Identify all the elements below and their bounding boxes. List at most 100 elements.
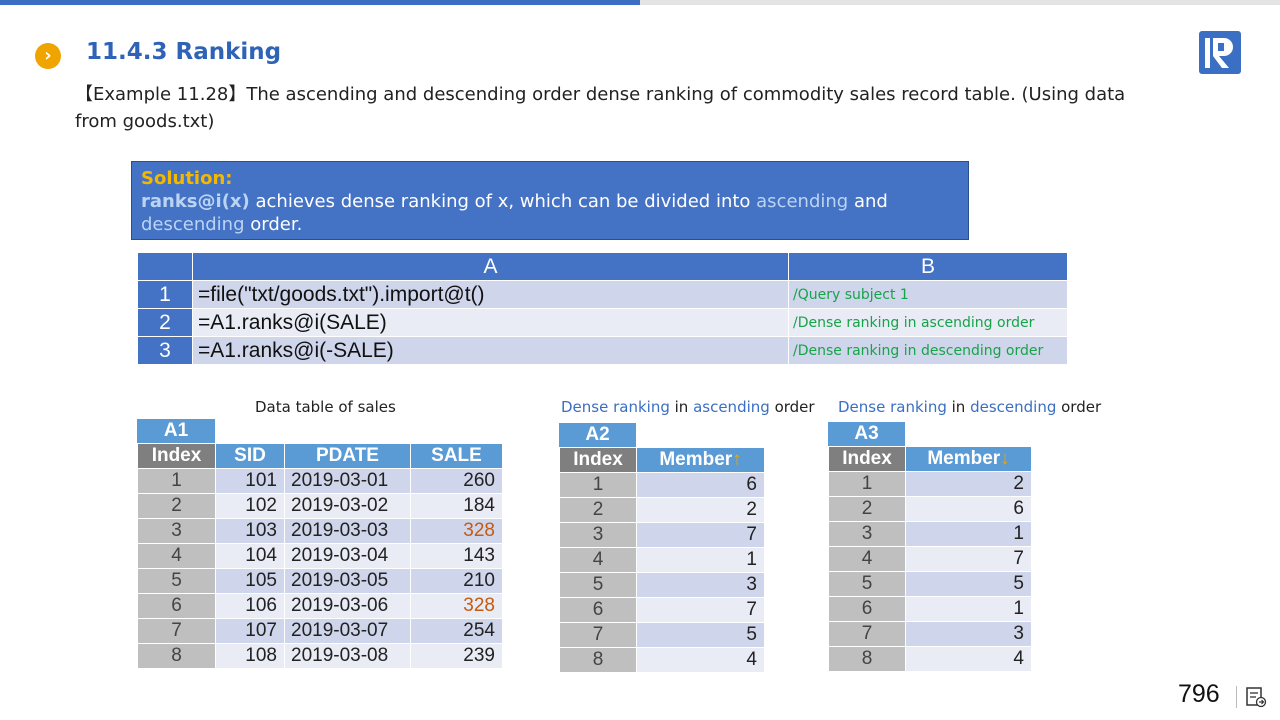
brand-logo-icon xyxy=(1199,31,1241,74)
table-cell: 101 xyxy=(215,468,285,494)
column-header-index: Index xyxy=(559,447,637,473)
table-cell: 2019-03-04 xyxy=(284,543,411,569)
grid-column-b: B xyxy=(788,252,1068,281)
table-cell: 239 xyxy=(410,643,503,669)
table-cell: 2 xyxy=(905,471,1032,497)
row-index-cell: 8 xyxy=(137,643,216,669)
slide-notes-icon[interactable] xyxy=(1245,686,1267,708)
table-cell: 108 xyxy=(215,643,285,669)
table-row: 7 107 2019-03-07 254 xyxy=(137,618,503,644)
table-row: 4 104 2019-03-04 143 xyxy=(137,543,503,569)
sales-table-caption: Data table of sales xyxy=(255,398,396,416)
table-cell: 102 xyxy=(215,493,285,519)
row-index-cell: 2 xyxy=(828,496,906,522)
row-index-cell: 8 xyxy=(559,647,637,673)
row-index-cell: 2 xyxy=(559,497,637,523)
table-cell: 210 xyxy=(410,568,503,594)
table-cell: 7 xyxy=(636,522,765,548)
row-index-cell: 6 xyxy=(559,597,637,623)
grid-cell-expression: =file("txt/goods.txt").import@t() xyxy=(192,280,789,309)
row-index-cell: 7 xyxy=(137,618,216,644)
table-cell: 2019-03-02 xyxy=(284,493,411,519)
solution-text-2: and xyxy=(848,191,888,212)
table-cell: 2019-03-03 xyxy=(284,518,411,544)
table-cell: 260 xyxy=(410,468,503,494)
grid-row: 1 =file("txt/goods.txt").import@t() /Que… xyxy=(137,280,1068,309)
row-index-cell: 5 xyxy=(559,572,637,598)
table-cell: 2019-03-06 xyxy=(284,593,411,619)
row-index-cell: 3 xyxy=(828,521,906,547)
table-cell: 103 xyxy=(215,518,285,544)
table-cell: 6 xyxy=(905,496,1032,522)
row-index-cell: 1 xyxy=(828,471,906,497)
table-cell: 5 xyxy=(905,571,1032,597)
row-index-cell: 7 xyxy=(559,622,637,648)
grid-cell-comment: /Dense ranking in descending order xyxy=(788,336,1068,365)
grid-corner xyxy=(137,252,193,281)
column-header-index: Index xyxy=(137,443,216,469)
row-index-cell: 7 xyxy=(828,621,906,647)
table-cell: 104 xyxy=(215,543,285,569)
code-grid: A B 1 =file("txt/goods.txt").import@t() … xyxy=(137,252,1068,365)
table-cell: 2 xyxy=(636,497,765,523)
table-cell: 7 xyxy=(905,546,1032,572)
table-row: 5 105 2019-03-05 210 xyxy=(137,568,503,594)
table-cell: 143 xyxy=(410,543,503,569)
table-cell: 1 xyxy=(905,521,1032,547)
column-header-pdate: PDATE xyxy=(284,443,411,469)
grid-cell-expression: =A1.ranks@i(-SALE) xyxy=(192,336,789,365)
grid-row: 3 =A1.ranks@i(-SALE) /Dense ranking in d… xyxy=(137,336,1068,365)
grid-cell-comment: /Query subject 1 xyxy=(788,280,1068,309)
arrow-up-icon: ↑ xyxy=(732,449,742,470)
column-header-member: Member↑ xyxy=(636,447,765,473)
table-cell: 2019-03-01 xyxy=(284,468,411,494)
table-cell: 328 xyxy=(410,518,503,544)
grid-cell-expression: =A1.ranks@i(SALE) xyxy=(192,308,789,337)
column-header-member: Member↓ xyxy=(905,446,1032,472)
table-cell: 6 xyxy=(636,472,765,498)
table-cell: 254 xyxy=(410,618,503,644)
solution-text-3: order. xyxy=(244,214,303,235)
table-cell: 328 xyxy=(410,593,503,619)
row-index-cell: 1 xyxy=(137,468,216,494)
table-cell: 106 xyxy=(215,593,285,619)
ascending-table-caption: Dense ranking in ascending order xyxy=(561,398,815,416)
grid-cell-comment: /Dense ranking in ascending order xyxy=(788,308,1068,337)
sales-table-tag: A1 xyxy=(137,419,215,443)
table-cell: 7 xyxy=(636,597,765,623)
table-row: 8 108 2019-03-08 239 xyxy=(137,643,503,669)
ascending-table-tag: A2 xyxy=(559,423,636,447)
top-progress-track xyxy=(640,0,1280,5)
grid-row-number: 2 xyxy=(137,308,193,337)
solution-text-1: achieves dense ranking of x, which can b… xyxy=(249,191,757,212)
row-index-cell: 6 xyxy=(828,596,906,622)
row-index-cell: 5 xyxy=(828,571,906,597)
arrow-down-icon: ↓ xyxy=(1000,448,1010,469)
table-cell: 107 xyxy=(215,618,285,644)
row-index-cell: 4 xyxy=(137,543,216,569)
table-cell: 184 xyxy=(410,493,503,519)
column-header-sid: SID xyxy=(215,443,285,469)
table-cell: 2019-03-07 xyxy=(284,618,411,644)
grid-column-a: A xyxy=(192,252,789,281)
column-header-sale: SALE xyxy=(410,443,503,469)
grid-row-number: 3 xyxy=(137,336,193,365)
page-number: 796 xyxy=(1178,680,1220,708)
grid-row: 2 =A1.ranks@i(SALE) /Dense ranking in as… xyxy=(137,308,1068,337)
